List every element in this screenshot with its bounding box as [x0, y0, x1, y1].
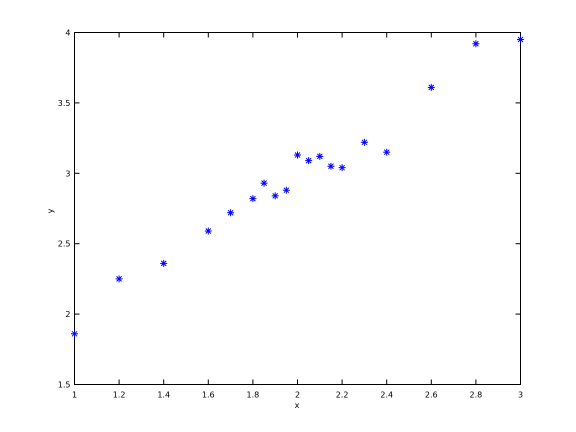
x-tick-label: 1.2	[113, 391, 126, 400]
x-tick-label: 2.4	[380, 391, 393, 400]
data-point	[71, 330, 78, 338]
data-point	[260, 179, 268, 187]
data-point	[360, 138, 368, 146]
data-point	[383, 148, 391, 156]
x-tick-label: 1.8	[247, 391, 260, 400]
data-point	[517, 36, 524, 44]
y-axis: 1.5 2 2.5 3 3.5 4	[58, 29, 521, 390]
data-point	[327, 162, 335, 170]
x-tick-label: 3	[518, 391, 523, 400]
data-point	[271, 192, 279, 200]
x-axis: 1 1.2 1.4 1.6 1.8 2 2.2 2.4 2.6 2.8 3	[72, 32, 523, 400]
data-point	[227, 209, 235, 217]
data-point	[316, 152, 324, 160]
y-tick-label: 1.5	[58, 381, 71, 390]
x-tick-label: 2.6	[425, 391, 438, 400]
data-point	[282, 186, 290, 194]
x-tick-label: 1	[72, 391, 77, 400]
data-point	[249, 195, 257, 203]
x-axis-label: x	[295, 401, 300, 410]
data-point	[427, 83, 435, 91]
data-point	[472, 40, 480, 48]
y-tick-label: 4	[65, 29, 70, 38]
y-tick-label: 2.5	[58, 240, 71, 249]
data-point	[294, 151, 301, 159]
plot-area	[74, 32, 521, 385]
y-tick-label: 2	[65, 310, 70, 319]
x-tick-label: 1.4	[157, 391, 170, 400]
data-point	[338, 164, 346, 172]
y-axis-label: y	[46, 208, 55, 213]
data-point	[115, 275, 123, 283]
y-tick-label: 3.5	[58, 99, 71, 108]
data-points	[71, 36, 524, 338]
x-tick-label: 2.8	[470, 391, 483, 400]
y-tick-label: 3	[65, 169, 70, 178]
data-point	[305, 157, 313, 165]
data-point	[204, 227, 212, 235]
data-point	[160, 259, 168, 267]
x-tick-label: 2	[295, 391, 300, 400]
x-tick-label: 2.2	[336, 391, 349, 400]
x-tick-label: 1.6	[202, 391, 215, 400]
